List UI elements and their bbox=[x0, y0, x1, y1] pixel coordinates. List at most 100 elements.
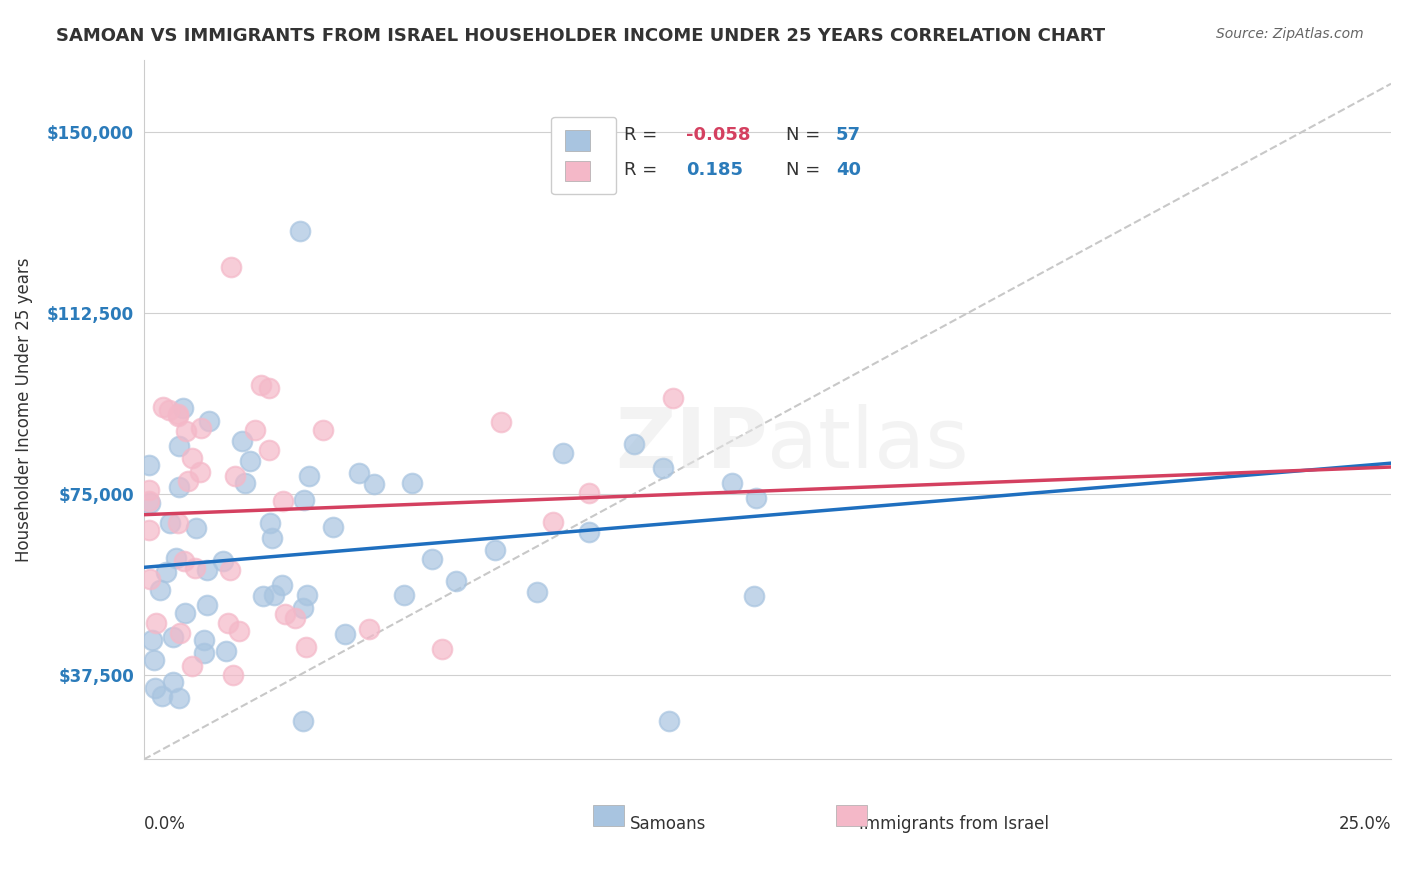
Point bbox=[274, 607, 297, 622]
Point bbox=[190, 420, 212, 434]
Point bbox=[174, 424, 197, 438]
Point bbox=[139, 572, 162, 586]
Point bbox=[270, 578, 292, 592]
Point bbox=[420, 551, 443, 566]
Point bbox=[195, 563, 218, 577]
Point bbox=[184, 561, 207, 575]
Point bbox=[233, 475, 256, 490]
Point bbox=[541, 515, 564, 529]
Point bbox=[311, 423, 333, 437]
Point bbox=[228, 624, 250, 638]
Point bbox=[212, 554, 235, 568]
Point bbox=[222, 668, 245, 682]
Point bbox=[219, 260, 242, 275]
Point bbox=[167, 439, 190, 453]
Y-axis label: Householder Income Under 25 years: Householder Income Under 25 years bbox=[15, 257, 32, 562]
Point bbox=[172, 401, 194, 416]
Point bbox=[149, 582, 172, 597]
Point bbox=[165, 551, 187, 566]
Point bbox=[218, 563, 240, 577]
Point bbox=[260, 532, 283, 546]
Point bbox=[333, 627, 356, 641]
Text: 57: 57 bbox=[837, 126, 860, 145]
Point bbox=[181, 659, 204, 673]
Text: 0.0%: 0.0% bbox=[143, 815, 186, 833]
Point bbox=[623, 437, 645, 451]
Point bbox=[215, 644, 238, 658]
Point bbox=[167, 409, 190, 424]
Text: R =: R = bbox=[624, 126, 664, 145]
Point bbox=[143, 653, 166, 667]
Point bbox=[195, 598, 218, 612]
Text: 40: 40 bbox=[837, 161, 860, 179]
Point bbox=[347, 466, 370, 480]
Point bbox=[394, 588, 416, 602]
Point bbox=[224, 468, 246, 483]
Point bbox=[430, 642, 453, 657]
Point bbox=[193, 632, 215, 647]
Point bbox=[662, 391, 685, 405]
Point bbox=[252, 589, 274, 603]
Point bbox=[184, 521, 207, 535]
Point bbox=[166, 516, 188, 530]
Point bbox=[141, 633, 163, 648]
Text: Samoans: Samoans bbox=[630, 815, 706, 833]
Point bbox=[401, 476, 423, 491]
Legend: , : , bbox=[551, 117, 616, 194]
Point bbox=[181, 451, 204, 466]
Point bbox=[138, 523, 160, 537]
Point bbox=[291, 714, 314, 728]
Point bbox=[263, 588, 285, 602]
Point bbox=[284, 610, 307, 624]
Point bbox=[489, 415, 512, 429]
Point bbox=[193, 646, 215, 660]
FancyBboxPatch shape bbox=[837, 805, 868, 826]
Point bbox=[138, 483, 160, 498]
Point bbox=[652, 460, 675, 475]
Text: atlas: atlas bbox=[768, 404, 969, 485]
Text: N =: N = bbox=[786, 161, 827, 179]
Point bbox=[271, 493, 294, 508]
Point bbox=[484, 542, 506, 557]
Point bbox=[444, 574, 467, 589]
Point bbox=[152, 401, 174, 415]
Point bbox=[167, 690, 190, 705]
Point bbox=[245, 424, 267, 438]
FancyBboxPatch shape bbox=[593, 805, 624, 826]
Point bbox=[155, 566, 177, 580]
Text: Source: ZipAtlas.com: Source: ZipAtlas.com bbox=[1216, 27, 1364, 41]
Point bbox=[139, 496, 162, 510]
Point bbox=[322, 520, 344, 534]
Text: -0.058: -0.058 bbox=[686, 126, 751, 145]
Point bbox=[257, 442, 280, 457]
Point bbox=[578, 525, 600, 540]
Point bbox=[658, 714, 681, 728]
Text: N =: N = bbox=[786, 126, 827, 145]
Point bbox=[162, 630, 184, 644]
Text: 0.185: 0.185 bbox=[686, 161, 744, 179]
Point bbox=[257, 381, 280, 395]
Point bbox=[298, 469, 321, 483]
Text: 25.0%: 25.0% bbox=[1339, 815, 1391, 833]
Point bbox=[145, 681, 167, 696]
Point bbox=[742, 589, 765, 603]
Point bbox=[167, 407, 190, 421]
Point bbox=[578, 485, 600, 500]
Point bbox=[138, 494, 160, 508]
Point bbox=[295, 588, 318, 602]
Point bbox=[259, 516, 281, 530]
Point bbox=[169, 480, 191, 494]
Point bbox=[744, 491, 766, 506]
Point bbox=[162, 674, 184, 689]
Point bbox=[250, 378, 273, 392]
Point bbox=[290, 224, 312, 238]
Text: SAMOAN VS IMMIGRANTS FROM ISRAEL HOUSEHOLDER INCOME UNDER 25 YEARS CORRELATION C: SAMOAN VS IMMIGRANTS FROM ISRAEL HOUSEHO… bbox=[56, 27, 1105, 45]
Point bbox=[138, 458, 160, 472]
Point bbox=[150, 689, 173, 703]
Point bbox=[173, 554, 195, 568]
Point bbox=[292, 493, 315, 508]
Point bbox=[188, 466, 211, 480]
Point bbox=[292, 601, 315, 615]
Text: ZIP: ZIP bbox=[614, 404, 768, 485]
Point bbox=[145, 615, 167, 630]
